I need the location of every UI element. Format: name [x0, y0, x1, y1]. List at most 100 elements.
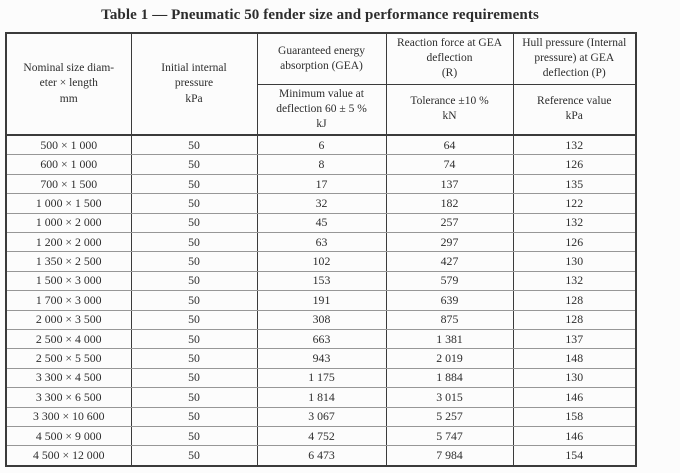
table-cell: 3 015 — [385, 387, 514, 408]
table-row: 600 × 1 000 50 8 74 126 — [5, 154, 637, 175]
table-cell: 132 — [512, 134, 637, 156]
table-cell: 4 500 × 12 000 — [5, 445, 132, 467]
table-cell: 2 500 × 4 000 — [5, 328, 132, 350]
table-row: 2 500 × 5 500 50 943 2 019 148 — [5, 348, 637, 369]
table-row: 1 200 × 2 000 50 63 297 126 — [5, 231, 637, 253]
table-cell: 148 — [512, 348, 637, 369]
table-cell: 130 — [512, 251, 637, 272]
fender-performance-table: Nominal size diam- eter × length mm Init… — [5, 32, 637, 467]
table-cell: 50 — [130, 328, 258, 350]
table-cell: 2 000 × 3 500 — [5, 309, 132, 330]
table-cell: 132 — [512, 270, 637, 292]
table-row: 3 300 × 4 500 50 1 175 1 884 130 — [5, 367, 637, 389]
table-cell: 50 — [130, 270, 258, 292]
table-cell: 50 — [130, 134, 258, 156]
table-cell: 2 019 — [385, 348, 514, 369]
table-cell: 132 — [512, 212, 637, 233]
col-subheader-tolerance: Tolerance ±10 % kN — [385, 83, 514, 136]
table-cell: 500 × 1 000 — [5, 134, 132, 156]
table-cell: 130 — [512, 367, 637, 389]
col-subheader-minimum-value: Minimum value at deflection 60 ± 5 % kJ — [256, 83, 387, 136]
table-cell: 191 — [256, 290, 387, 311]
table-cell: 2 500 × 5 500 — [5, 348, 132, 369]
table-cell: 6 — [256, 134, 387, 156]
header-row-top: Nominal size diam- eter × length mm Init… — [5, 32, 637, 136]
table-row: 1 000 × 1 500 50 32 182 122 — [5, 193, 637, 214]
table-cell: 50 — [130, 425, 258, 447]
table-cell: 7 984 — [385, 445, 514, 467]
table-cell: 63 — [256, 231, 387, 253]
table-body: 500 × 1 000 50 6 64 132 600 × 1 000 50 8 74 126 70… — [5, 134, 637, 467]
table-cell: 45 — [256, 212, 387, 233]
col-header-reaction-force: Reaction force at GEA deflection (R) — [385, 32, 514, 85]
table-cell: 126 — [512, 231, 637, 253]
table-row: 700 × 1 500 50 17 137 135 — [5, 173, 637, 195]
table-row: 2 000 × 3 500 50 308 875 128 — [5, 309, 637, 330]
table-cell: 128 — [512, 309, 637, 330]
table-row: 1 700 × 3 000 50 191 639 128 — [5, 290, 637, 311]
table-cell: 50 — [130, 212, 258, 233]
table-cell: 1 000 × 2 000 — [5, 212, 132, 233]
table-cell: 122 — [512, 193, 637, 214]
table-cell: 153 — [256, 270, 387, 292]
table-cell: 663 — [256, 328, 387, 350]
table-cell: 1 175 — [256, 367, 387, 389]
table-cell: 50 — [130, 387, 258, 408]
table-cell: 64 — [385, 134, 514, 156]
table-cell: 182 — [385, 193, 514, 214]
table-cell: 154 — [512, 445, 637, 467]
table-row: 3 300 × 10 600 50 3 067 5 257 158 — [5, 406, 637, 427]
table-cell: 1 700 × 3 000 — [5, 290, 132, 311]
table-cell: 1 000 × 1 500 — [5, 193, 132, 214]
table-row: 500 × 1 000 50 6 64 132 — [5, 134, 637, 156]
table-cell: 137 — [385, 173, 514, 195]
table-cell: 639 — [385, 290, 514, 311]
table-cell: 6 473 — [256, 445, 387, 467]
table-cell: 308 — [256, 309, 387, 330]
table-cell: 257 — [385, 212, 514, 233]
col-header-guaranteed-energy-absorption: Guaranteed energy absorption (GEA) — [256, 32, 387, 85]
table-cell: 8 — [256, 154, 387, 175]
table-cell: 146 — [512, 425, 637, 447]
col-header-initial-internal-pressure: Initial internal pressure kPa — [130, 32, 258, 136]
table-cell: 50 — [130, 406, 258, 427]
table-cell: 50 — [130, 309, 258, 330]
table-cell: 3 300 × 4 500 — [5, 367, 132, 389]
table-cell: 50 — [130, 445, 258, 467]
table-cell: 579 — [385, 270, 514, 292]
table-cell: 50 — [130, 231, 258, 253]
table-cell: 5 747 — [385, 425, 514, 447]
table-cell: 1 381 — [385, 328, 514, 350]
table-row: 1 350 × 2 500 50 102 427 130 — [5, 251, 637, 272]
table-cell: 1 200 × 2 000 — [5, 231, 132, 253]
table-cell: 50 — [130, 290, 258, 311]
table-cell: 1 814 — [256, 387, 387, 408]
table-row: 4 500 × 9 000 50 4 752 5 747 146 — [5, 425, 637, 447]
table-cell: 50 — [130, 154, 258, 175]
table-cell: 135 — [512, 173, 637, 195]
table-cell: 875 — [385, 309, 514, 330]
table-cell: 50 — [130, 367, 258, 389]
table-cell: 137 — [512, 328, 637, 350]
table-cell: 50 — [130, 348, 258, 369]
table-cell: 50 — [130, 193, 258, 214]
table-cell: 3 300 × 10 600 — [5, 406, 132, 427]
table-cell: 32 — [256, 193, 387, 214]
table-cell: 600 × 1 000 — [5, 154, 132, 175]
table-cell: 126 — [512, 154, 637, 175]
table-cell: 1 500 × 3 000 — [5, 270, 132, 292]
header-row-sub: Minimum value at deflection 60 ± 5 % kJ … — [6, 83, 637, 136]
table-cell: 4 752 — [256, 425, 387, 447]
table-cell: 128 — [512, 290, 637, 311]
table-cell: 102 — [256, 251, 387, 272]
table-cell: 1 350 × 2 500 — [5, 251, 132, 272]
table-cell: 5 257 — [385, 406, 514, 427]
table-cell: 50 — [130, 173, 258, 195]
table-row: 1 000 × 2 000 50 45 257 132 — [5, 212, 637, 233]
table-row: 1 500 × 3 000 50 153 579 132 — [5, 270, 637, 292]
table-header: Nominal size diam- eter × length mm Init… — [5, 32, 637, 136]
table-cell: 1 884 — [385, 367, 514, 389]
table-row: 2 500 × 4 000 50 663 1 381 137 — [5, 328, 637, 350]
table-cell: 158 — [512, 406, 637, 427]
